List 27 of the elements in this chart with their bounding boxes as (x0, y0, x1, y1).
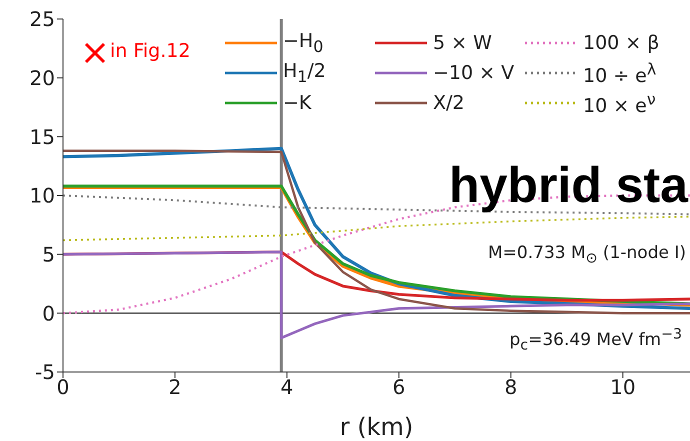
y-tick-label: -5 (35, 360, 55, 384)
x-axis-title: r (km) (340, 413, 414, 441)
y-tick-label: 15 (30, 124, 55, 149)
legend-label: 10 ÷ e$^{λ}$ (583, 59, 656, 87)
line-series (63, 216, 690, 242)
x-tick-label: 8 (504, 375, 518, 400)
y-tick-label: 0 (42, 301, 55, 326)
legend-label: −H$_{0}$ (283, 30, 324, 56)
legend-label: −K (283, 92, 312, 114)
y-tick-label: 10 (30, 184, 55, 208)
y-tick-label: 20 (30, 66, 55, 90)
x-tick-label: 6 (392, 375, 406, 400)
legend-label: 5 × W (433, 32, 492, 54)
annotation: in Fig.12 (110, 40, 190, 62)
legend-label: 10 × e$^{ν}$ (583, 89, 656, 117)
x-tick-label: 10 (610, 375, 636, 400)
annotation: p$_{c}$=36.49 MeV fm$^{−3}$ (510, 326, 682, 354)
x-tick-label: 2 (168, 375, 182, 400)
legend-label: X/2 (433, 92, 465, 114)
text: hybrid sta (449, 157, 688, 213)
x-tick-label: 4 (280, 375, 294, 400)
legend-label: H$_{1}$/2 (283, 60, 326, 86)
legend-label: −10 × V (433, 62, 514, 84)
annotation: M=0.733 M$_{⊙}$ (1-node I) (488, 243, 686, 266)
y-tick-label: 25 (30, 7, 55, 32)
legend-label: 100 × β (583, 32, 660, 54)
y-tick-label: 5 (42, 242, 55, 266)
